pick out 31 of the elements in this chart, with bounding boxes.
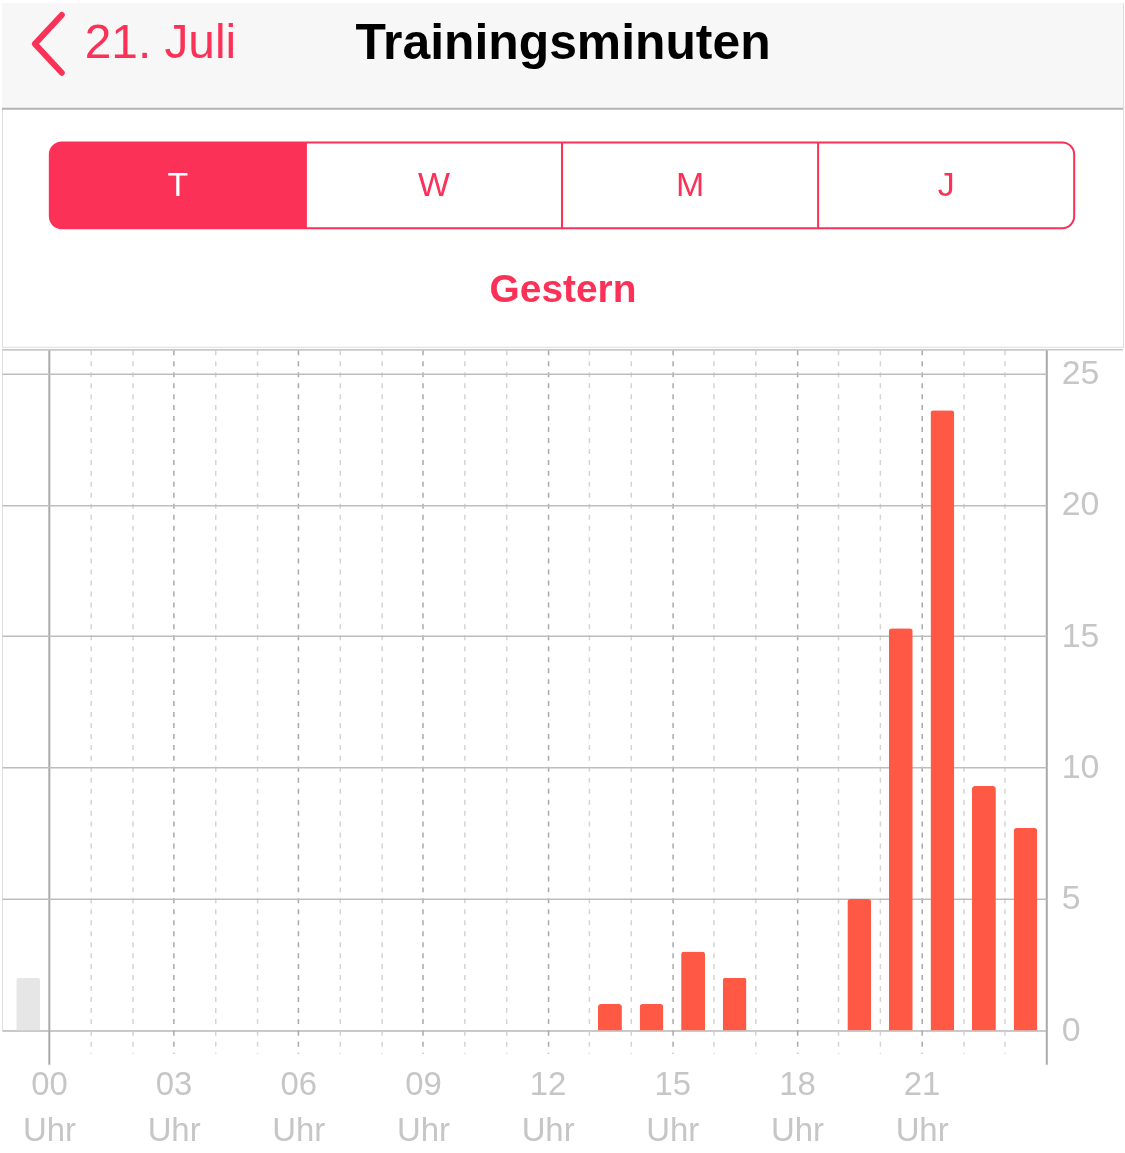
bar [597,1004,622,1031]
chart-title: Trainingsminuten [355,13,771,70]
y-tick-label: 25 [1061,352,1100,391]
x-tick-label: 03 Uhr [147,1064,201,1149]
text: M [675,165,705,204]
x-tick-label: 09 Uhr [396,1064,450,1149]
chart-subtitle: Gestern [489,266,637,310]
y-tick-label: 10 [1061,747,1100,786]
bar [639,1004,664,1031]
x-tick-label: 00 Uhr [22,1064,76,1149]
bar [930,410,955,1031]
y-tick-label: 5 [1061,878,1081,917]
x-tick-label: 18 Uhr [770,1064,824,1149]
text: J [937,165,955,204]
y-tick-label: 15 [1061,615,1100,654]
x-tick-label: 06 Uhr [272,1064,326,1149]
x-tick-label: 21 Uhr [895,1064,949,1149]
bar [681,951,706,1031]
x-tick-label: 12 Uhr [521,1064,575,1149]
bar [971,786,996,1031]
y-tick-label: 20 [1061,484,1100,523]
text: 21. Juli [84,14,237,68]
text: W [417,165,450,204]
bar [1013,828,1038,1031]
y-tick-label: 0 [1061,1009,1081,1048]
bar [722,977,747,1031]
text: T [167,165,189,204]
bar [888,628,913,1031]
bar [16,977,41,1031]
x-tick-label: 15 Uhr [646,1064,700,1149]
bar [847,899,872,1031]
